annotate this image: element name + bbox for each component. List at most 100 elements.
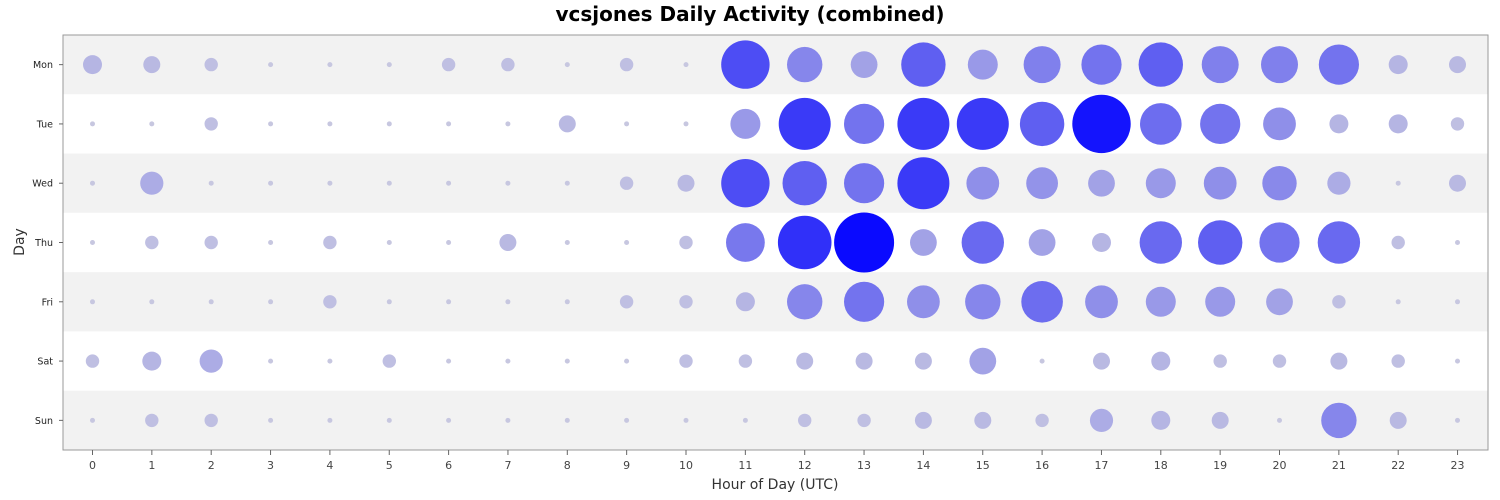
bubble-fri-20 [1266, 288, 1293, 316]
chart-title: vcsjones Daily Activity (combined) [555, 2, 944, 26]
bubble-sun-13 [857, 413, 871, 428]
bubble-wed-1 [140, 171, 164, 195]
bubble-tue-13 [844, 103, 885, 144]
bubble-mon-13 [850, 51, 878, 78]
bubble-wed-23 [1449, 174, 1466, 192]
bubble-wed-14 [897, 157, 950, 210]
row-band-fri [63, 272, 1488, 332]
bubble-sat-16 [1039, 358, 1045, 364]
bubble-sat-8 [564, 358, 570, 364]
bubble-sun-7 [505, 417, 511, 423]
bubble-sat-14 [914, 352, 932, 370]
bubble-mon-5 [386, 62, 392, 68]
x-tick-label: 22 [1391, 459, 1405, 472]
bubble-mon-11 [721, 40, 770, 89]
bubble-sun-2 [204, 413, 218, 428]
bubble-mon-2 [204, 57, 218, 72]
bubble-wed-22 [1395, 180, 1401, 186]
bubble-thu-14 [910, 229, 937, 256]
x-tick-label: 11 [738, 459, 752, 472]
bubble-thu-10 [679, 235, 693, 250]
bubble-sat-1 [142, 351, 162, 371]
bubble-sun-5 [386, 417, 392, 423]
bubble-fri-2 [208, 299, 214, 305]
x-tick-label: 6 [445, 459, 452, 472]
bubble-sat-15 [969, 347, 997, 375]
bubble-sun-19 [1211, 411, 1229, 429]
bubble-sun-0 [90, 417, 95, 423]
bubble-thu-4 [323, 235, 337, 250]
row-band-sat [63, 331, 1488, 391]
bubble-sat-10 [679, 354, 693, 368]
bubble-mon-0 [83, 55, 102, 75]
row-bands [63, 35, 1488, 450]
bubble-wed-20 [1262, 166, 1297, 201]
x-tick-label: 17 [1094, 459, 1108, 472]
row-band-mon [63, 35, 1488, 95]
bubble-tue-10 [683, 121, 689, 127]
bubble-tue-2 [204, 117, 218, 131]
bubble-mon-7 [501, 57, 515, 72]
row-band-thu [63, 212, 1488, 273]
y-tick-label: Mon [33, 60, 53, 71]
y-tick-label: Wed [32, 179, 53, 190]
bubble-thu-15 [961, 221, 1004, 264]
bubble-fri-14 [907, 285, 940, 319]
bubble-sat-13 [855, 352, 873, 370]
bubble-fri-22 [1395, 299, 1401, 305]
bubble-sat-4 [327, 358, 333, 364]
bubble-fri-10 [679, 295, 693, 309]
bubble-sat-11 [738, 354, 753, 368]
bubble-fri-21 [1332, 295, 1346, 309]
bubble-tue-22 [1388, 114, 1408, 134]
bubble-sun-12 [798, 413, 812, 428]
x-tick-label: 21 [1332, 459, 1346, 472]
x-tick-label: 0 [89, 459, 96, 472]
bubble-thu-9 [624, 240, 630, 245]
bubble-wed-6 [446, 180, 452, 186]
bubble-fri-11 [735, 292, 755, 312]
bubble-tue-9 [624, 121, 630, 127]
bubble-thu-6 [446, 240, 452, 245]
x-tick-label: 2 [208, 459, 215, 472]
bubble-tue-3 [268, 121, 274, 127]
bubble-tue-11 [730, 108, 761, 139]
bubble-tue-17 [1072, 94, 1131, 154]
bubble-mon-3 [268, 62, 274, 68]
bubble-mon-1 [143, 56, 161, 74]
bubble-mon-10 [683, 62, 689, 68]
bubble-fri-15 [965, 284, 1001, 320]
row-band-sun [63, 390, 1488, 450]
bubble-fri-16 [1021, 281, 1063, 323]
bubble-thu-0 [90, 240, 95, 245]
x-tick-label: 15 [976, 459, 990, 472]
bubble-wed-3 [268, 180, 274, 186]
bubble-fri-23 [1455, 299, 1460, 305]
bubble-fri-1 [149, 299, 155, 305]
bubble-thu-7 [499, 234, 517, 251]
x-tick-label: 20 [1273, 459, 1287, 472]
bubble-sun-10 [683, 417, 689, 423]
bubble-sun-4 [327, 417, 333, 423]
bubble-mon-20 [1261, 46, 1298, 84]
bubble-mon-4 [327, 62, 333, 68]
bubble-sun-11 [742, 417, 748, 423]
bubble-layer [83, 40, 1466, 439]
bubble-mon-18 [1138, 42, 1184, 87]
bubble-sat-7 [505, 358, 511, 364]
x-tick-label: 16 [1035, 459, 1049, 472]
bubble-mon-8 [564, 62, 570, 68]
bubble-fri-8 [564, 299, 570, 305]
bubble-fri-13 [844, 281, 885, 322]
bubble-thu-19 [1198, 220, 1243, 265]
bubble-sat-3 [268, 358, 274, 364]
bubble-sun-14 [914, 411, 932, 429]
bubble-thu-8 [564, 240, 570, 245]
bubble-mon-14 [901, 42, 946, 87]
bubble-wed-21 [1327, 171, 1351, 195]
bubble-tue-19 [1200, 103, 1241, 144]
bubble-thu-16 [1028, 229, 1056, 256]
bubble-sat-23 [1455, 358, 1460, 364]
